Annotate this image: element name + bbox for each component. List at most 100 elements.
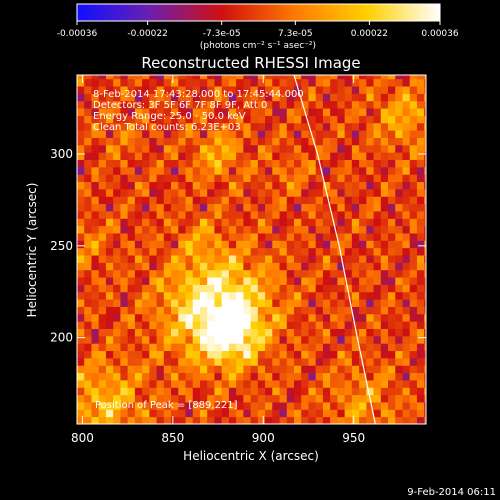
heatmap-cell [178, 255, 186, 263]
heatmap-cell [380, 379, 389, 388]
heatmap-cell [315, 144, 324, 153]
heatmap-cell [344, 372, 353, 381]
heatmap-cell [366, 86, 375, 94]
heatmap-cell [322, 210, 331, 219]
heatmap-cell [395, 350, 403, 359]
heatmap-cell [84, 218, 92, 227]
heatmap-cell [250, 93, 259, 102]
heatmap-cell [409, 357, 418, 366]
heatmap-cell [199, 306, 208, 315]
heatmap-cell [105, 137, 114, 146]
heatmap-cell [113, 218, 121, 227]
heatmap-cell [388, 210, 396, 219]
heatmap-cell [149, 210, 158, 219]
heatmap-cell [163, 372, 172, 381]
heatmap-cell [228, 181, 237, 190]
heatmap-cell [156, 75, 165, 80]
heatmap-cell [127, 299, 136, 307]
heatmap-cell [236, 210, 244, 219]
heatmap-cell [243, 181, 252, 190]
heatmap-cell [207, 343, 215, 352]
heatmap-cell [293, 130, 302, 138]
heatmap-cell [257, 284, 266, 293]
heatmap-cell [105, 365, 114, 374]
heatmap-cell [185, 350, 194, 359]
heatmap-cell [250, 203, 259, 212]
heatmap-cell [185, 299, 194, 307]
heatmap-cell [395, 416, 403, 424]
x-tick-label: 900 [252, 431, 275, 445]
heatmap-cell [308, 232, 317, 241]
heatmap-cell [105, 108, 114, 116]
heatmap-cell [91, 75, 100, 80]
heatmap-cell [272, 108, 281, 116]
heatmap-cell [243, 232, 252, 241]
heatmap-cell [142, 218, 150, 227]
heatmap-cell [113, 159, 121, 168]
heatmap-cell [98, 299, 107, 307]
heatmap-cell [330, 321, 338, 329]
heatmap-cell [77, 394, 85, 403]
heatmap-cell [337, 196, 346, 205]
heatmap-cell [77, 86, 85, 94]
heatmap-cell [243, 409, 252, 418]
heatmap-cell [344, 247, 353, 256]
heatmap-cell [424, 335, 426, 344]
heatmap-cell [402, 218, 411, 227]
heatmap-cell [388, 262, 396, 271]
heatmap-cell [250, 144, 259, 153]
heatmap-cell [359, 343, 367, 352]
heatmap-cell [142, 343, 150, 352]
heatmap-cell [243, 218, 252, 227]
heatmap-cell [373, 240, 382, 249]
heatmap-cell [228, 255, 237, 263]
heatmap-cell [207, 188, 215, 197]
heatmap-cell [330, 299, 338, 307]
heatmap-cell [308, 416, 317, 424]
heatmap-cell [243, 225, 252, 234]
heatmap-cell [192, 365, 201, 374]
heatmap-cell [91, 196, 100, 205]
heatmap-cell [84, 335, 92, 344]
heatmap-cell [402, 210, 411, 219]
heatmap-cell [286, 284, 295, 293]
heatmap-cell [178, 196, 186, 205]
heatmap-cell [308, 409, 317, 418]
heatmap-cell [359, 181, 367, 190]
heatmap-cell [185, 357, 194, 366]
heatmap-cell [344, 262, 353, 271]
heatmap-cell [366, 75, 375, 80]
heatmap-cell [416, 387, 425, 396]
heatmap-cell [236, 122, 244, 131]
heatmap-cell [315, 174, 324, 183]
heatmap-cell [156, 247, 165, 256]
heatmap-cell [330, 210, 338, 219]
y-tick-label: 300 [50, 147, 73, 161]
heatmap-cell [301, 152, 309, 160]
heatmap-cell [192, 78, 201, 87]
heatmap-cell [127, 321, 136, 329]
heatmap-cell [344, 181, 353, 190]
heatmap-cell [98, 166, 107, 175]
heatmap-cell [330, 108, 338, 116]
heatmap-cell [98, 196, 107, 205]
heatmap-cell [149, 335, 158, 344]
heatmap-cell [171, 299, 179, 307]
heatmap-cell [120, 188, 129, 197]
heatmap-cell [402, 328, 411, 337]
heatmap-cell [301, 247, 309, 256]
heatmap-cell [308, 306, 317, 315]
heatmap-cell [409, 144, 418, 153]
heatmap-cell [84, 75, 92, 80]
heatmap-cell [395, 291, 403, 300]
heatmap-cell [322, 115, 331, 124]
heatmap-cell [105, 306, 114, 315]
heatmap-cell [416, 159, 425, 168]
heatmap-cell [373, 152, 382, 160]
heatmap-cell [424, 299, 426, 307]
heatmap-cell [127, 350, 136, 359]
heatmap-cell [395, 262, 403, 271]
heatmap-cell [127, 306, 136, 315]
heatmap-cell [221, 372, 230, 381]
heatmap-cell [207, 144, 215, 153]
